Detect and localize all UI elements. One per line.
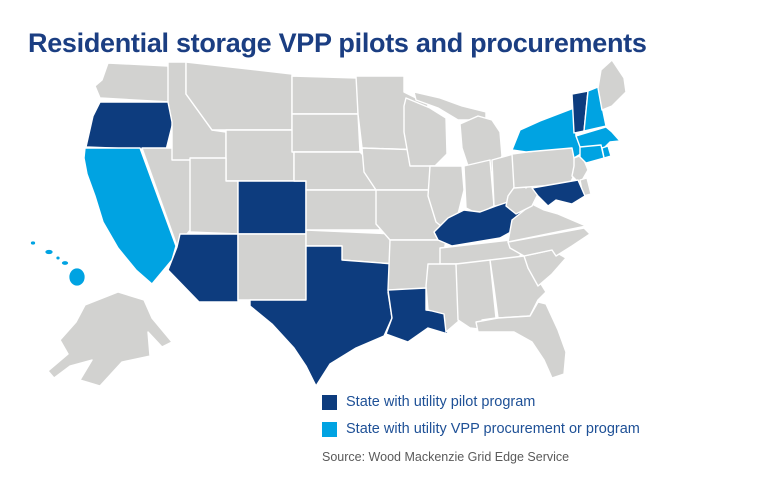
state-IN xyxy=(463,159,495,215)
legend-swatch-procurement xyxy=(322,421,337,437)
state-CT xyxy=(579,144,605,164)
state-HI xyxy=(30,240,86,287)
legend-label-procurement: State with utility VPP procurement or pr… xyxy=(346,421,640,437)
state-LA xyxy=(385,287,449,343)
state-NM xyxy=(237,233,307,301)
legend-item-pilot: State with utility pilot program xyxy=(322,394,640,410)
legend-item-procurement: State with utility VPP procurement or pr… xyxy=(322,421,640,437)
state-KS xyxy=(305,189,381,231)
state-ND xyxy=(291,75,359,115)
source-text: Source: Wood Mackenzie Grid Edge Service xyxy=(322,450,570,464)
state-OR xyxy=(85,101,174,151)
state-AK xyxy=(47,291,173,387)
state-WY xyxy=(225,129,295,182)
state-FL xyxy=(475,301,567,379)
state-NC xyxy=(507,227,591,257)
state-MI xyxy=(459,115,503,173)
page-title: Residential storage VPP pilots and procu… xyxy=(28,28,647,59)
state-VA xyxy=(507,203,587,243)
state-AZ xyxy=(167,233,239,303)
state-MD xyxy=(531,179,586,207)
legend-swatch-pilot xyxy=(322,394,337,410)
state-CO xyxy=(237,180,307,235)
legend-label-pilot: State with utility pilot program xyxy=(346,394,536,410)
state-NH xyxy=(583,86,607,132)
state-TX xyxy=(249,245,395,387)
state-SD xyxy=(291,113,361,153)
state-ME xyxy=(597,59,627,111)
state-CA xyxy=(83,147,177,285)
legend: State with utility pilot program State w… xyxy=(322,394,640,448)
state-WA xyxy=(94,62,171,103)
